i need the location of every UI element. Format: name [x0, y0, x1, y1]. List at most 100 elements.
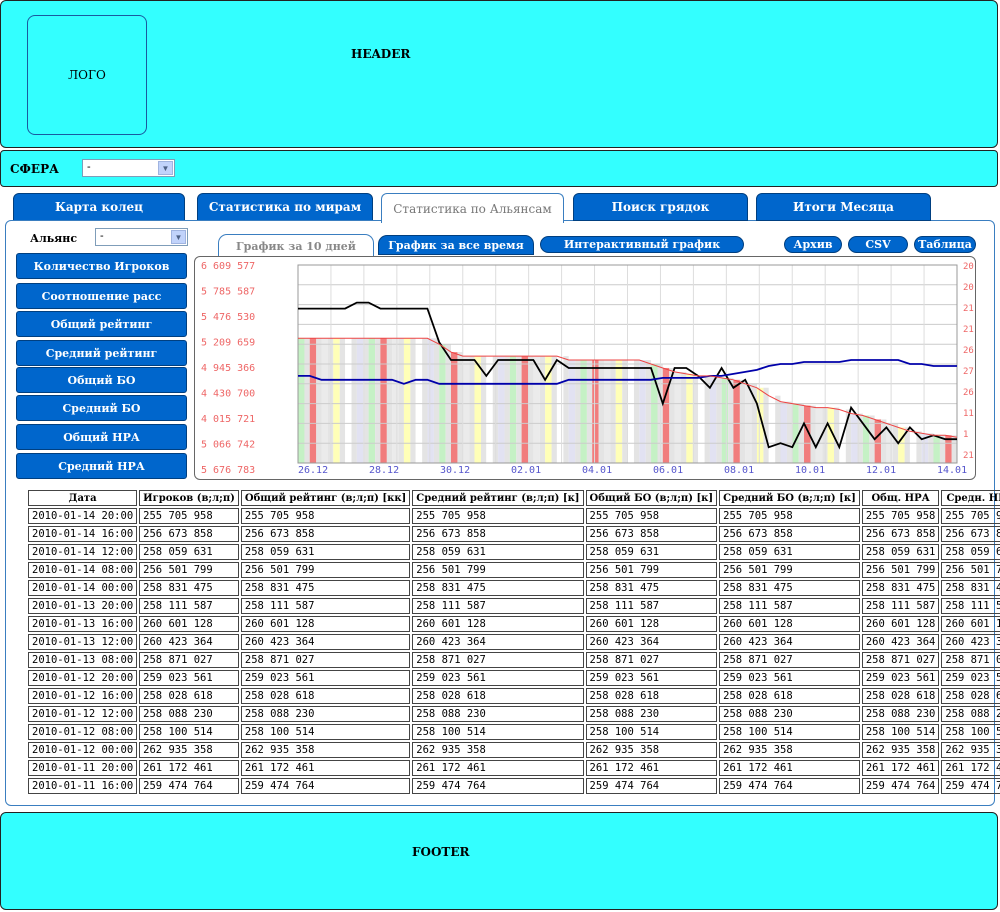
- table-row: 2010-01-14 08:00 256 501 799 256 501 799 25…: [28, 562, 1000, 578]
- chart-band: [351, 338, 357, 463]
- sidebar-item-total-nra[interactable]: Общий НРА: [16, 424, 187, 450]
- sidebar-item-race-ratio[interactable]: Соотношение расс: [16, 283, 187, 309]
- table-cell: 258 831 475: [719, 580, 860, 596]
- table-cell: 262 935 358: [861, 742, 940, 758]
- tab-rings-map[interactable]: Карта колец: [13, 193, 185, 221]
- chart-band: [662, 367, 670, 463]
- sidebar-item-avg-bo[interactable]: Средний БО: [16, 395, 187, 421]
- table-header-row: Дата Игроков (в;л;п) Общий рейтинг (в;л;п)…: [28, 490, 1000, 506]
- chart-band: [339, 338, 346, 463]
- csv-button[interactable]: CSV: [848, 236, 908, 253]
- table-cell: 2010-01-12 00:00: [28, 742, 138, 758]
- chart-band: [545, 356, 552, 463]
- chart-box: 26.12 28.12 30.12 02.01 04.01 06.01 08.01 10.01…: [194, 256, 976, 480]
- table-cell: 259 023 561: [240, 670, 411, 686]
- chart-band: [909, 431, 917, 463]
- table-row: 2010-01-11 20:00 261 172 461 261 172 461 26…: [28, 760, 1000, 776]
- tab-bed-search[interactable]: Поиск грядок: [573, 193, 748, 221]
- table-cell: 258 088 230: [719, 706, 860, 722]
- subtab-10-days[interactable]: График за 10 дней: [218, 234, 374, 257]
- table-cell: 2010-01-13 08:00: [28, 652, 138, 668]
- chevron-down-icon[interactable]: ▼: [158, 161, 173, 175]
- table-cell: 258 111 587: [585, 598, 718, 614]
- table-cell: 256 673 858: [585, 526, 718, 542]
- chart-band: [728, 377, 734, 463]
- subtab-all-time[interactable]: График за все время: [378, 235, 534, 255]
- chart-band: [533, 356, 540, 463]
- sphere-select[interactable]: - ▼: [82, 159, 175, 177]
- table-cell: 256 673 858: [719, 526, 860, 542]
- table-cell: 258 100 514: [412, 724, 584, 740]
- tab-label: Карта колец: [54, 200, 144, 214]
- sidebar-item-label: Общий НРА: [63, 430, 140, 444]
- table-cell: 2010-01-12 16:00: [28, 688, 138, 704]
- table-cell: 258 059 631: [585, 544, 718, 560]
- table-cell: 258 871 027: [585, 652, 718, 668]
- table-cell: 256 501 799: [240, 562, 411, 578]
- tab-label: Поиск грядок: [611, 200, 710, 214]
- tab-month-results[interactable]: Итоги Месяца: [756, 193, 931, 221]
- sidebar-item-label: Соотношение расс: [41, 289, 162, 303]
- table-cell: 260 601 128: [719, 616, 860, 632]
- table-cell: 258 028 618: [139, 688, 239, 704]
- sidebar-item-avg-rating[interactable]: Средний рейтинг: [16, 340, 187, 366]
- y-left-tick-label: 4 430 700: [201, 389, 255, 400]
- data-table: Дата Игроков (в;л;п) Общий рейтинг (в;л;п)…: [26, 488, 1000, 796]
- sidebar-item-player-count[interactable]: Количество Игроков: [16, 253, 187, 279]
- table-cell: 258 088 230: [861, 706, 940, 722]
- tab-alliance-stats[interactable]: Статистика по Альянсам: [381, 193, 564, 223]
- sidebar-item-total-bo[interactable]: Общий БО: [16, 367, 187, 393]
- chart-band: [375, 338, 381, 463]
- chart-band: [851, 413, 858, 463]
- chart-band: [792, 403, 799, 463]
- chart-band: [645, 360, 652, 463]
- table-cell: 260 423 364: [585, 634, 718, 650]
- sidebar-item-avg-nra[interactable]: Средний НРА: [16, 453, 187, 479]
- chart-band: [709, 375, 717, 463]
- sphere-label: СФЕРА: [10, 162, 59, 176]
- table-cell: 262 935 358: [139, 742, 239, 758]
- table-cell: 262 935 358: [941, 742, 1000, 758]
- table-row: 2010-01-12 16:00 258 028 618 258 028 618 25…: [28, 688, 1000, 704]
- sidebar-item-total-rating[interactable]: Общий рейтинг: [16, 311, 187, 337]
- table-cell: 2010-01-14 08:00: [28, 562, 138, 578]
- chart-band: [786, 401, 793, 463]
- table-cell: 258 871 027: [719, 652, 860, 668]
- chart-band: [469, 356, 475, 463]
- chart-band: [721, 377, 729, 463]
- alliance-select-value: -: [100, 230, 104, 242]
- y-left-tick-label: 5 476 530: [201, 312, 255, 323]
- chart-band: [551, 356, 557, 463]
- alliance-select[interactable]: - ▼: [95, 228, 188, 246]
- x-tick-label: 02.01: [511, 465, 541, 476]
- sphere-select-value: -: [87, 161, 91, 173]
- table-cell: 2010-01-11 16:00: [28, 778, 138, 794]
- table-cell: 260 601 128: [240, 616, 411, 632]
- chart-band: [410, 338, 416, 463]
- chart-band: [462, 356, 470, 463]
- chart-band: [480, 356, 487, 463]
- table-cell: 258 871 027: [412, 652, 584, 668]
- y-right-tick-label: 11: [963, 409, 974, 419]
- table-cell: 258 111 587: [861, 598, 940, 614]
- tab-world-stats[interactable]: Статистика по мирам: [197, 193, 373, 221]
- archive-button[interactable]: Архив: [784, 236, 842, 253]
- table-cell: 260 423 364: [412, 634, 584, 650]
- table-row: 2010-01-13 16:00 260 601 128 260 601 128 26…: [28, 616, 1000, 632]
- table-header-cell: Средн. НРА: [941, 490, 1000, 506]
- interactive-chart-button[interactable]: Интерактивный график: [540, 236, 744, 253]
- table-cell: 2010-01-14 00:00: [28, 580, 138, 596]
- y-right-tick-label: 26: [963, 388, 974, 398]
- y-left-tick-label: 5 676 783: [201, 465, 255, 476]
- chevron-down-icon[interactable]: ▼: [171, 230, 186, 244]
- table-cell: 260 601 128: [861, 616, 940, 632]
- table-cell: 261 172 461: [585, 760, 718, 776]
- table-cell: 256 673 858: [861, 526, 940, 542]
- chart-band: [504, 356, 510, 463]
- table-button[interactable]: Таблица: [914, 236, 976, 253]
- logo[interactable]: ЛОГО: [27, 15, 147, 135]
- table-cell: 258 088 230: [240, 706, 411, 722]
- chart-band: [516, 356, 522, 463]
- y-right-tick-label: 26: [963, 346, 974, 356]
- table-cell: 258 111 587: [139, 598, 239, 614]
